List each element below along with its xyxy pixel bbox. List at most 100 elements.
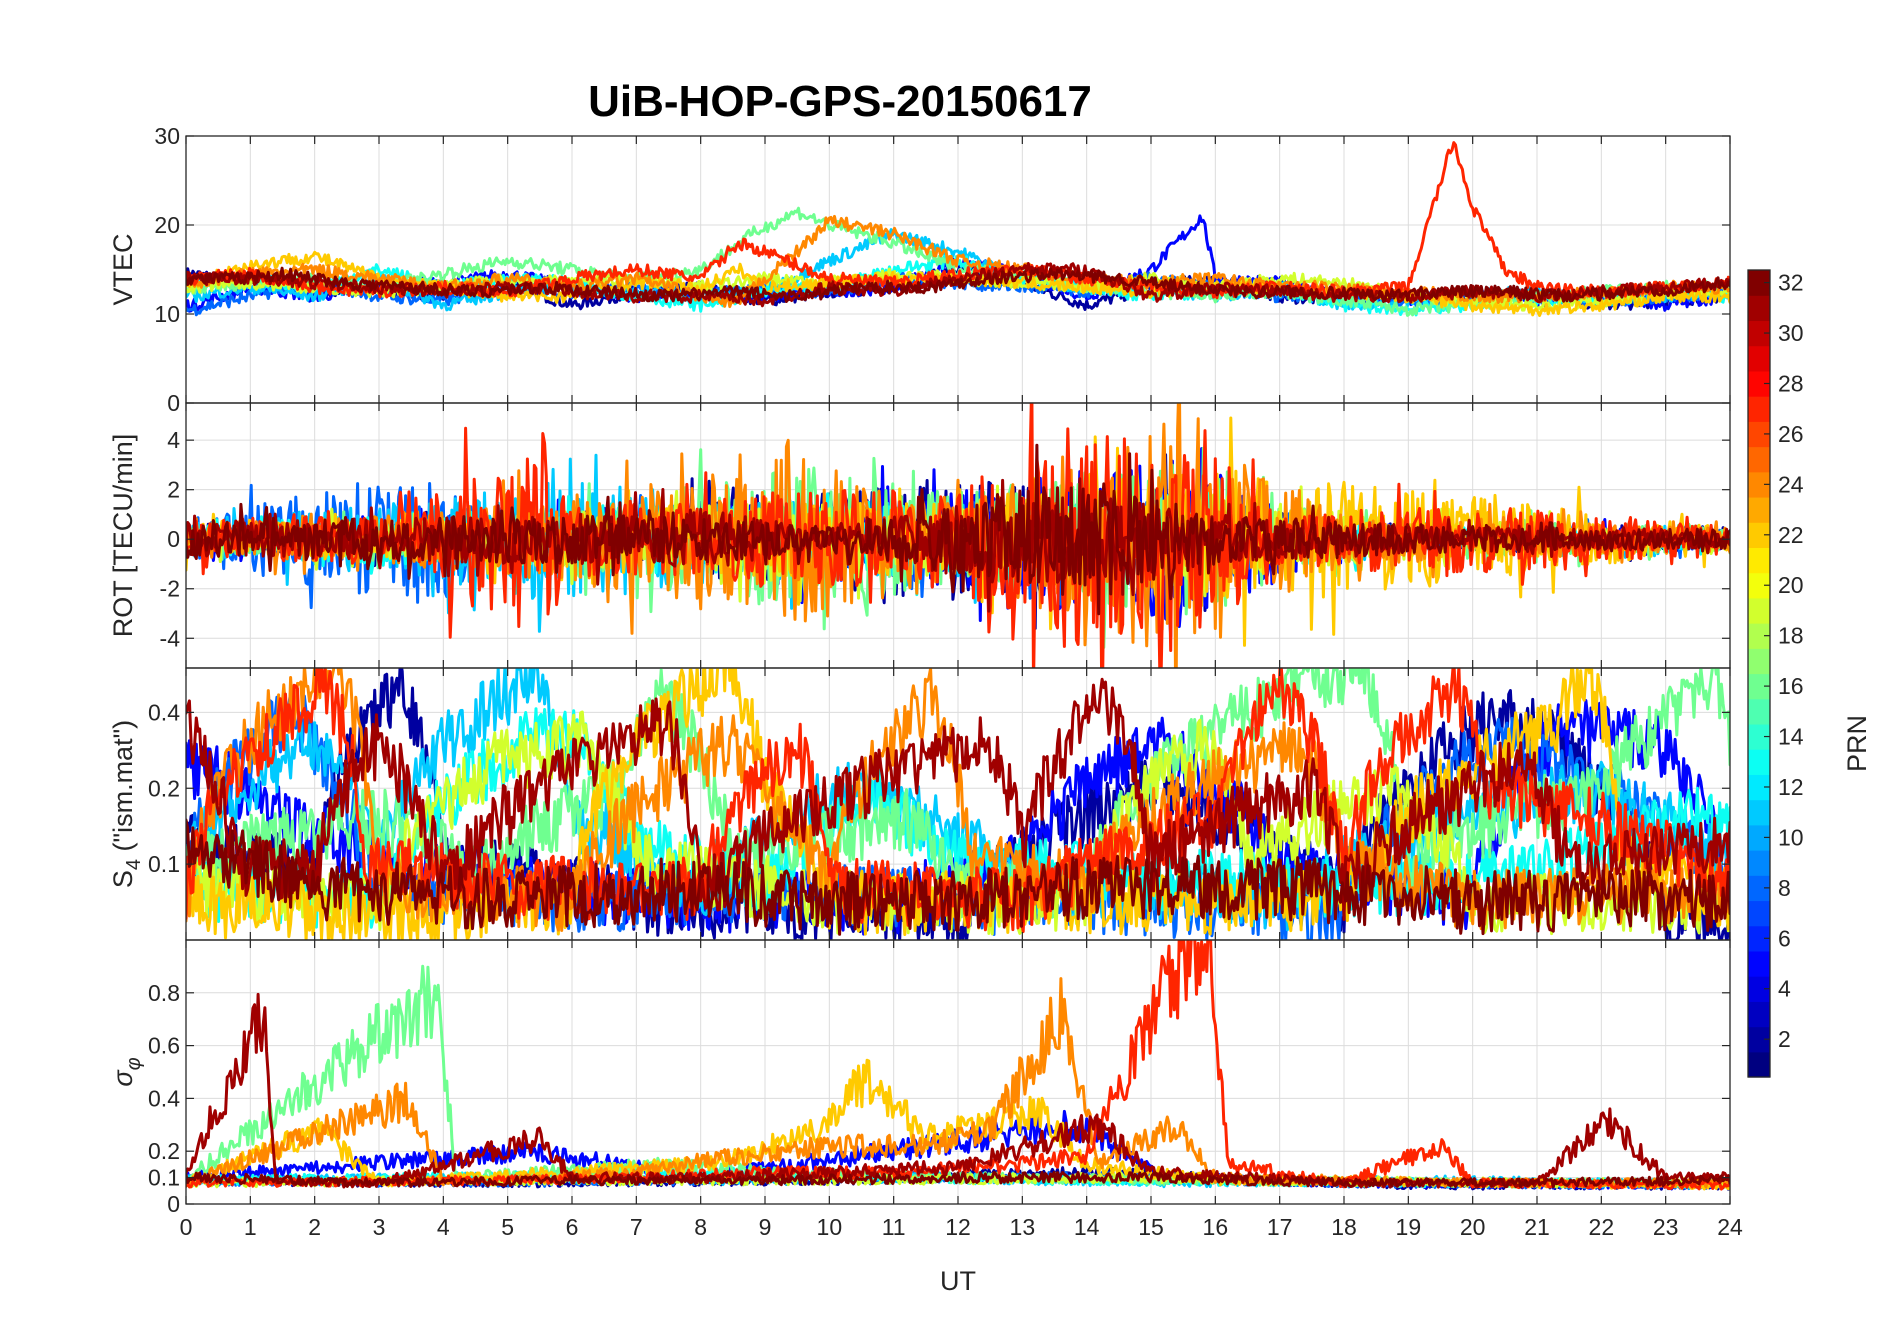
- colorbar-segment: [1748, 950, 1770, 977]
- x-tick-label: 14: [1074, 1214, 1100, 1240]
- colorbar-segment: [1748, 370, 1770, 397]
- colorbar-label: PRN: [1842, 715, 1872, 772]
- colorbar-box: [1747, 269, 1771, 1078]
- x-tick-label: 18: [1331, 1214, 1357, 1240]
- y-axis-label: VTEC: [108, 233, 138, 305]
- panel-3: 0.1 0.2 0.4S4 ("ism.mat"): [108, 667, 1731, 941]
- colorbar-segment: [1748, 345, 1770, 372]
- series-group: [186, 403, 1730, 668]
- y-tick-label: 10: [154, 301, 180, 327]
- chart-title: UiB-HOP-GPS-20150617: [588, 77, 1092, 126]
- x-tick-label: 23: [1653, 1214, 1679, 1240]
- series-line-prn-11: [186, 668, 1730, 932]
- series-line-prn-27: [186, 403, 1730, 668]
- x-tick-label: 4: [437, 1214, 450, 1240]
- colorbar-segment: [1748, 723, 1770, 750]
- y-tick-label: 0.2: [148, 775, 180, 801]
- colorbar-segment: [1748, 648, 1770, 675]
- y-tick-label: 0: [167, 390, 180, 416]
- x-tick-label: 7: [630, 1214, 643, 1240]
- y-tick-label: 0.4: [148, 1085, 180, 1111]
- y-tick-label: 0.8: [148, 980, 180, 1006]
- y-axis-label: σφ: [108, 1057, 145, 1086]
- colorbar-segment: [1748, 446, 1770, 473]
- y-tick-label: 2: [167, 477, 180, 503]
- x-tick-label: 0: [180, 1214, 193, 1240]
- colorbar-segment: [1748, 925, 1770, 952]
- x-tick-label: 19: [1396, 1214, 1422, 1240]
- x-tick-label: 13: [1010, 1214, 1036, 1240]
- x-tick-label: 12: [945, 1214, 971, 1240]
- colorbar-tick-label: 4: [1778, 976, 1791, 1002]
- colorbar-tick-label: 28: [1778, 370, 1804, 396]
- colorbar-segment: [1748, 698, 1770, 725]
- series-line-prn-24: [186, 668, 1730, 932]
- colorbar-tick-label: 32: [1778, 270, 1804, 296]
- colorbar-segment: [1748, 824, 1770, 851]
- y-tick-label: 0.4: [148, 699, 180, 725]
- x-tick-label: 17: [1267, 1214, 1293, 1240]
- panel-4: 00.10.2 0.4 0.6 0.8 σφ: [108, 939, 1731, 1217]
- colorbar-segment: [1748, 749, 1770, 775]
- x-tick-label: 11: [882, 1214, 906, 1240]
- colorbar-segment: [1748, 1051, 1770, 1078]
- x-tick-label: 5: [501, 1214, 514, 1240]
- series-group: [186, 668, 1730, 940]
- colorbar-tick-label: 18: [1778, 623, 1804, 649]
- series-group: [186, 940, 1730, 1191]
- series-group: [186, 141, 1730, 317]
- colorbar-segment: [1748, 900, 1770, 927]
- x-tick-label: 2: [308, 1214, 321, 1240]
- colorbar-segment: [1748, 1001, 1770, 1028]
- colorbar-segment: [1748, 547, 1770, 574]
- x-tick-label: 3: [373, 1214, 386, 1240]
- y-tick-label: 0: [167, 1191, 180, 1217]
- series-line-prn-32: [186, 1170, 1730, 1189]
- x-tick-label: 15: [1138, 1214, 1164, 1240]
- colorbar-segment: [1748, 496, 1770, 523]
- series-line-prn-32: [186, 443, 1730, 616]
- colorbar-tick-label: 6: [1778, 925, 1791, 951]
- y-tick-label: 4: [167, 427, 180, 453]
- panel-1: 0 10 20 30 VTEC: [108, 123, 1731, 416]
- y-tick-label: 0.1: [148, 1165, 180, 1191]
- x-tick-label: 8: [694, 1214, 707, 1240]
- colorbar-segment: [1748, 774, 1770, 801]
- colorbar-segment: [1748, 421, 1770, 448]
- x-tick-label: 24: [1717, 1214, 1743, 1240]
- colorbar-segment: [1748, 597, 1770, 624]
- series-line-prn-32: [186, 818, 1730, 936]
- x-tick-label: 16: [1203, 1214, 1229, 1240]
- colorbar-segment: [1748, 799, 1770, 826]
- colorbar-segment: [1748, 1026, 1770, 1053]
- y-axis-label: S4 ("ism.mat"): [108, 720, 145, 888]
- colorbar-tick-label: 14: [1778, 724, 1804, 750]
- y-tick-label: 0.2: [148, 1138, 180, 1164]
- x-tick-label: 20: [1460, 1214, 1486, 1240]
- x-axis-label: UT: [940, 1266, 976, 1296]
- colorbar-tick-label: 8: [1778, 875, 1791, 901]
- colorbar-segment: [1748, 623, 1770, 649]
- x-tick-label: 10: [817, 1214, 843, 1240]
- x-tick-label: 21: [1524, 1214, 1550, 1240]
- y-tick-label: 0.6: [148, 1033, 180, 1059]
- y-tick-label: 20: [154, 212, 180, 238]
- y-tick-label: -4: [160, 625, 181, 651]
- y-tick-label: 0.1: [148, 851, 180, 877]
- colorbar-segment: [1748, 875, 1770, 902]
- x-tick-label: 1: [244, 1214, 257, 1240]
- y-tick-label: 0: [167, 526, 180, 552]
- colorbar-segment: [1748, 572, 1770, 599]
- y-tick-label: -2: [160, 576, 180, 602]
- colorbar-tick-label: 2: [1778, 1026, 1791, 1052]
- colorbar-segment: [1748, 976, 1770, 1002]
- colorbar-segment: [1748, 471, 1770, 498]
- colorbar-segment: [1748, 320, 1770, 347]
- colorbar-segment: [1748, 396, 1770, 422]
- colorbar-segment: [1748, 270, 1770, 296]
- colorbar-tick-label: 10: [1778, 824, 1804, 850]
- colorbar-tick-label: 26: [1778, 421, 1804, 447]
